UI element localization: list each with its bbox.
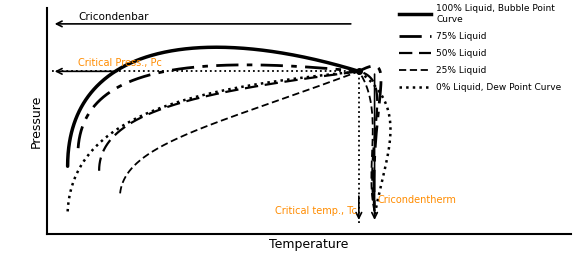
X-axis label: Temperature: Temperature — [269, 238, 349, 251]
Text: Critical Press., Pc: Critical Press., Pc — [78, 58, 162, 68]
Text: Cricondenbar: Cricondenbar — [78, 12, 149, 22]
Y-axis label: Pressure: Pressure — [30, 94, 43, 148]
Text: Critical temp., Tc: Critical temp., Tc — [275, 206, 357, 217]
Legend: 100% Liquid, Bubble Point
Curve, 75% Liquid, 50% Liquid, 25% Liquid, 0% Liquid, : 100% Liquid, Bubble Point Curve, 75% Liq… — [398, 3, 562, 93]
Text: Cricondentherm: Cricondentherm — [377, 195, 456, 205]
